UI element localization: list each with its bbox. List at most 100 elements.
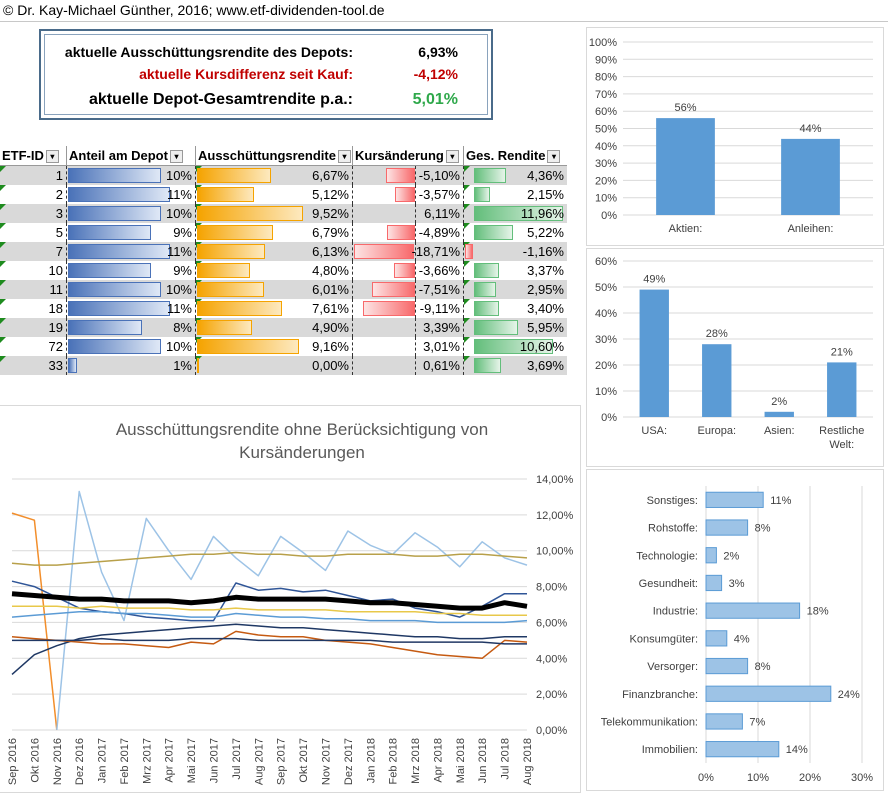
cell-gesamt: 3,40% (527, 301, 564, 316)
table-row[interactable]: 7 11% 6,13% -18,71% -1,16% (0, 242, 567, 261)
x-tick-label: Mrz 2017 (141, 738, 153, 784)
x-tick-label: Mai 2018 (455, 738, 467, 783)
x-tick-label: Dez 2016 (74, 738, 86, 785)
summary-box: aktuelle Ausschüttungsrendite des Depots… (39, 29, 493, 120)
cell-gesamt: -1,16% (522, 244, 564, 259)
cell-anteil: 11% (166, 187, 192, 202)
filter-icon[interactable]: ▾ (45, 150, 59, 164)
cell-anteil: 9% (173, 263, 192, 278)
dividend-databar (197, 225, 273, 240)
table-row[interactable]: 72 10% 9,16% 3,01% 10,60% (0, 337, 567, 356)
x-tick-label: Feb 2017 (119, 738, 131, 784)
table-row[interactable]: 10 9% 4,80% -3,66% 3,37% (0, 261, 567, 280)
gesamt-databar (474, 187, 490, 202)
cell-etf-id: 2 (55, 187, 63, 202)
table-row[interactable]: 3 10% 9,52% 6,11% 11,96% (0, 204, 567, 223)
series-line (12, 605, 527, 617)
cell-gesamt: 11,96% (520, 206, 564, 221)
x-tick-label: Aug 2017 (253, 738, 265, 785)
anteil-databar (68, 206, 161, 221)
bar (705, 602, 801, 619)
cell-gesamt: 2,15% (527, 187, 564, 202)
filter-active-icon[interactable]: ▾ (169, 150, 183, 164)
x-tick-label: Aug 2018 (522, 738, 534, 785)
summary-label-2: aktuelle Kursdifferenz seit Kauf: (139, 66, 353, 82)
bar (705, 547, 717, 564)
kurs-negative-databar (387, 225, 415, 240)
table-row[interactable]: 1 10% 6,67% -5,10% 4,36% (0, 165, 567, 185)
data-label: 8% (755, 523, 771, 535)
filter-icon[interactable]: ▾ (547, 150, 561, 164)
anteil-databar (68, 168, 161, 183)
table-row[interactable]: 2 11% 5,12% -3,57% 2,15% (0, 185, 567, 204)
y-tick-label: 60% (595, 256, 617, 268)
bar (705, 741, 780, 758)
kurs-negative-databar (354, 244, 414, 259)
series-line (11, 551, 528, 566)
cell-gesamt: 5,95% (527, 320, 564, 335)
data-label: 28% (706, 328, 728, 340)
anteil-databar (68, 187, 170, 202)
cell-kurs: -3,66% (418, 263, 460, 278)
y-tick-label: 0% (601, 210, 617, 222)
y-tick-label: 30% (595, 334, 617, 346)
x-tick-label: Apr 2017 (164, 738, 176, 783)
y-tick-label: Telekommunikation: (601, 716, 698, 728)
x-tick-label: Aktien: (669, 223, 703, 235)
gesamt-databar (474, 225, 513, 240)
x-tick-label: Mai 2017 (186, 738, 198, 783)
dividend-databar (197, 206, 303, 221)
series-line (11, 591, 528, 611)
x-tick-label: Nov 2017 (320, 738, 332, 785)
table-row[interactable]: 5 9% 6,79% -4,89% 5,22% (0, 223, 567, 242)
x-tick-label: Asien: (764, 425, 795, 437)
summary-value-1: 6,93% (418, 44, 458, 60)
kurs-negative-databar (395, 187, 415, 202)
dividend-databar (197, 263, 250, 278)
header-etf-id[interactable]: ETF-ID ▾ (0, 146, 67, 166)
dividend-databar (197, 282, 264, 297)
cell-kurs: -7,51% (418, 282, 460, 297)
x-tick-label: Mrz 2018 (410, 738, 422, 784)
data-label: 18% (807, 606, 829, 618)
anteil-databar (68, 263, 151, 278)
cell-gesamt: 5,22% (527, 225, 564, 240)
bar (705, 519, 749, 536)
x-tick-label: USA: (641, 425, 667, 437)
x-tick-label: 20% (799, 772, 821, 784)
gesamt-negative-databar (465, 244, 473, 259)
cell-etf-id: 72 (48, 339, 63, 354)
series-line (11, 610, 528, 624)
x-tick-label: Dez 2017 (343, 738, 355, 785)
y-tick-label: 0% (601, 412, 617, 424)
chart-asset-class: 0% 10% 20% 30% 40% 50% 60% 70% 80% 90% 100% 56% Akti… (586, 27, 884, 246)
bar (705, 657, 749, 675)
anteil-databar (68, 358, 77, 373)
y-tick-label: Industrie: (653, 606, 698, 618)
y-tick-label: 60% (595, 106, 617, 118)
chart-title: Kursänderungen (239, 443, 365, 462)
x-tick-label: Jan 2017 (97, 738, 109, 783)
chart-sector: 0% 10% 20% 30% Sonstiges: 11% Rohstoffe: 8% Tech… (586, 469, 884, 791)
header-kurs[interactable]: Kursänderung ▾ (352, 146, 464, 166)
anteil-databar (68, 244, 170, 259)
table-row[interactable]: 33 1% 0,00% 0,61% 3,69% (0, 356, 567, 375)
y-tick-label: 8,00% (536, 582, 567, 594)
bar (705, 713, 743, 730)
header-anteil[interactable]: Anteil am Depot ▾ (66, 146, 196, 166)
chart-region: 0% 10% 20% 30% 40% 50% 60% 49% USA: 28% Europa: 2% A… (586, 248, 884, 467)
filter-icon[interactable]: ▾ (445, 150, 459, 164)
header-gesamt[interactable]: Ges. Rendite ▾ (463, 146, 567, 166)
x-tick-label: Welt: (829, 439, 854, 451)
table-row[interactable]: 19 8% 4,90% 3,39% 5,95% (0, 318, 567, 337)
x-tick-label: 10% (747, 772, 769, 784)
anteil-databar (68, 339, 161, 354)
cell-ausschuettung: 6,67% (312, 168, 349, 183)
data-label: 7% (749, 716, 765, 728)
gesamt-databar (474, 301, 499, 316)
filter-icon[interactable]: ▾ (337, 150, 351, 164)
table-row[interactable]: 11 10% 6,01% -7,51% 2,95% (0, 280, 567, 299)
header-ausschuettung[interactable]: Ausschüttungsrendite ▾ (195, 146, 353, 166)
anteil-databar (68, 301, 170, 316)
table-row[interactable]: 18 11% 7,61% -9,11% 3,40% (0, 299, 567, 318)
